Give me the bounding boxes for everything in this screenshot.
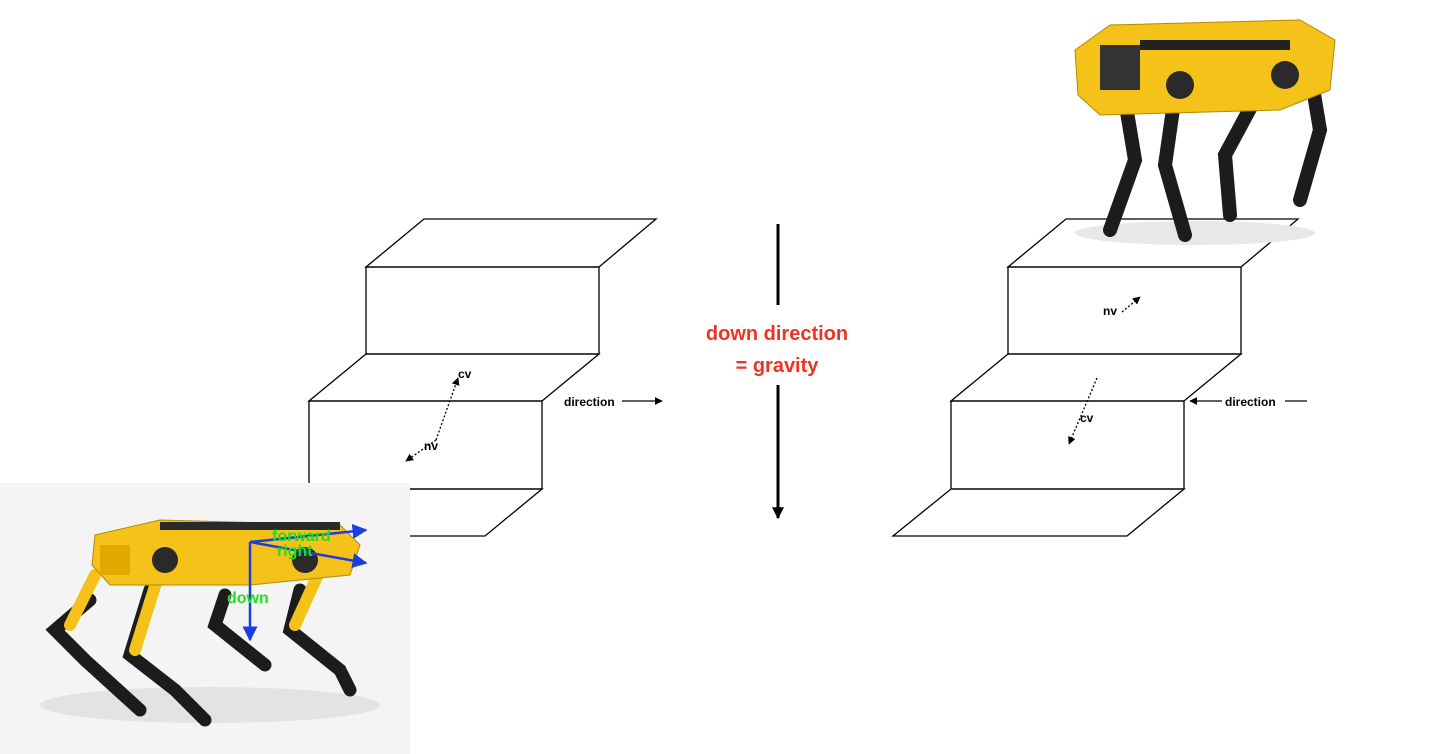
gravity-indicator: down direction = gravity [706,224,848,520]
robot-photo-panel [0,483,410,754]
left-middle-tread [307,353,601,402]
gravity-label-line1: down direction [706,323,848,345]
right-middle-tread [949,353,1243,402]
robot-sensor-head [1100,45,1140,90]
down-axis-label: down [227,590,269,607]
left-top-tread [364,218,658,268]
gravity-label-line2: = gravity [736,355,820,377]
right-top-riser [1007,266,1242,355]
left-nv-label: nv [424,439,438,453]
left-direction-label: direction [564,395,615,409]
right-stairs: nv cv direction [891,218,1307,537]
left-cv-label: cv [458,367,472,381]
left-cv-arrow [435,377,460,441]
right-nv-label: nv [1103,304,1117,318]
forward-axis-arrow [249,523,368,544]
quadruped-robot-icon [1074,19,1336,245]
robot-axes: forward right down [227,523,368,642]
right-axis-label: right [277,543,313,560]
right-middle-riser [950,400,1185,490]
forward-axis-label: forward [272,528,331,545]
left-top-riser [365,266,600,355]
right-nv-arrow [1121,296,1141,313]
right-direction-label: direction [1225,395,1276,409]
right-bottom-tread [891,488,1186,537]
right-cv-label: cv [1080,411,1094,425]
right-axis-arrow [249,540,368,568]
